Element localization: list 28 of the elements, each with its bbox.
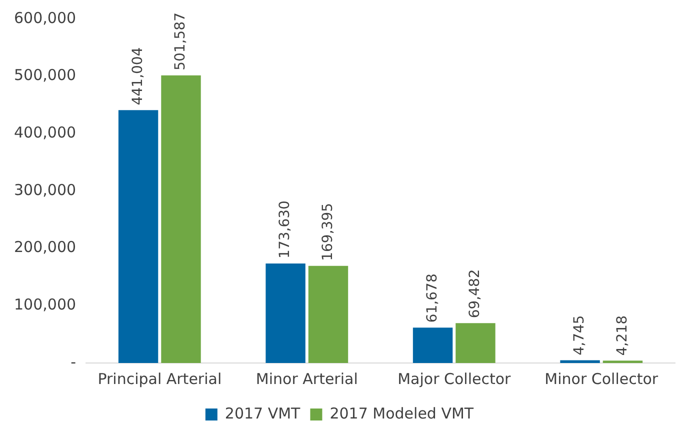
- data-label: 173,630: [277, 200, 294, 258]
- bar: [161, 75, 201, 363]
- legend-label: 2017 Modeled VMT: [330, 404, 474, 422]
- bar: [456, 323, 496, 363]
- y-tick-label: 500,000: [14, 66, 76, 84]
- data-label: 441,004: [130, 47, 146, 106]
- bar: [118, 110, 158, 363]
- data-label: 4,745: [572, 315, 588, 356]
- y-tick-label: 300,000: [14, 180, 76, 199]
- y-tick-label: -: [70, 352, 76, 371]
- legend-label: 2017 VMT: [224, 404, 302, 422]
- y-tick-label: 100,000: [14, 296, 76, 314]
- x-tick-label: Principal Arterial: [98, 370, 222, 388]
- data-label: 61,678: [424, 274, 440, 323]
- x-tick-label: Minor Collector: [544, 370, 659, 388]
- data-label: 501,587: [172, 12, 189, 70]
- bar: [412, 328, 453, 363]
- y-tick-label: 400,000: [14, 124, 76, 142]
- data-label: 169,395: [320, 202, 336, 261]
- bar: [560, 360, 600, 363]
- data-label: 69,482: [467, 269, 484, 318]
- x-tick-label: Major Collector: [398, 370, 512, 388]
- bar: [266, 263, 306, 363]
- x-tick-label: Minor Arterial: [256, 370, 358, 388]
- y-tick-label: 600,000: [14, 8, 76, 27]
- bar: [308, 266, 348, 363]
- data-label: 4,218: [614, 315, 630, 356]
- y-tick-label: 200,000: [14, 238, 76, 256]
